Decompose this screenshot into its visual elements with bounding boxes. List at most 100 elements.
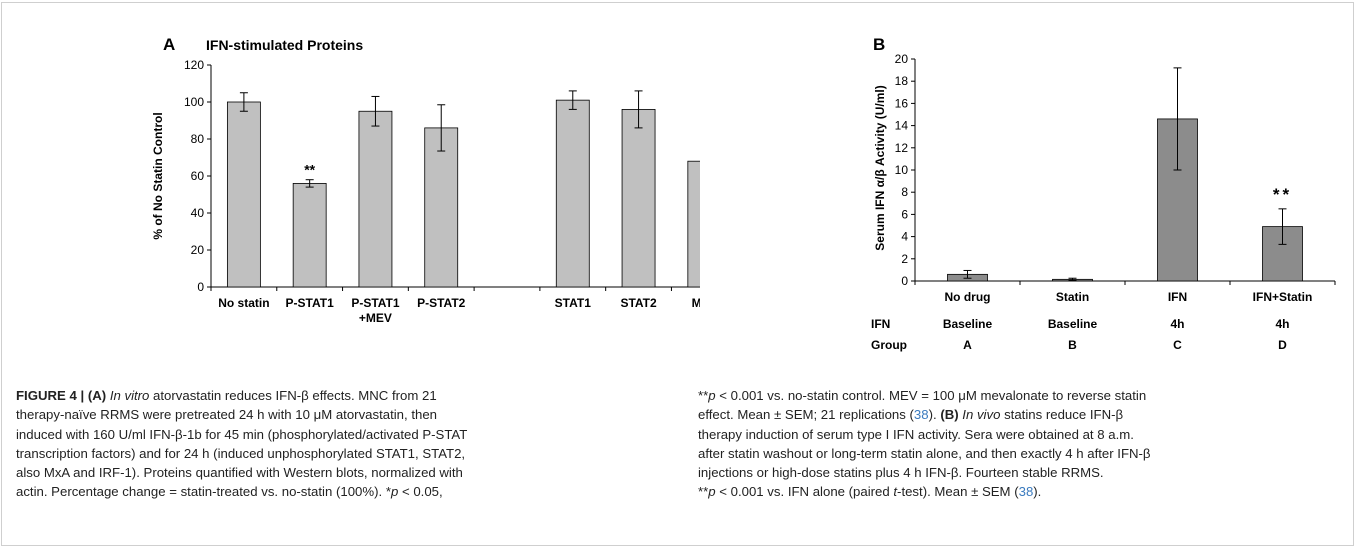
x-tick-label: IFN+Statin <box>1253 290 1313 304</box>
caption-text: < 0.001 vs. IFN alone (paired <box>715 484 894 500</box>
x-tick-label: MxA <box>692 296 700 310</box>
panel-a-bars: **** <box>226 90 700 288</box>
y-tick-label: 14 <box>895 119 909 133</box>
caption-text: p <box>708 484 716 500</box>
caption-text: statins reduce IFN-β <box>1000 407 1124 423</box>
x-tick-label: P-STAT2 <box>417 296 466 310</box>
y-tick-label: 80 <box>191 132 205 146</box>
x-tick-label: IFN <box>1168 290 1187 304</box>
y-tick-label: 120 <box>184 58 204 72</box>
group-label: A <box>963 338 972 352</box>
caption-left-line: transcription factors) and for 24 h (ind… <box>16 444 666 463</box>
y-tick-label: 0 <box>197 280 204 294</box>
x-tick-label: STAT1 <box>555 296 592 310</box>
bar <box>292 182 327 288</box>
x-tick-label: P-STAT1 <box>351 296 400 310</box>
panel-a-title: IFN-stimulated Proteins <box>206 37 363 53</box>
caption-left-line: FIGURE 4 | (A) In vitro atorvastatin red… <box>16 386 666 405</box>
caption-text: therapy-naïve RRMS were pretreated 24 h … <box>16 407 438 423</box>
group-label: B <box>1068 338 1077 352</box>
chart-panel-a: A IFN-stimulated Proteins % of No Statin… <box>151 35 700 325</box>
caption-right-line: effect. Mean ± SEM; 21 replications (38)… <box>698 405 1340 424</box>
y-tick-label: 100 <box>184 95 204 109</box>
caption-text: < 0.05, <box>398 484 443 500</box>
caption-right-column: **p < 0.001 vs. no-statin control. MEV =… <box>698 386 1340 502</box>
caption-left-line: induced with 160 U/ml IFN-β-1b for 45 mi… <box>16 425 666 444</box>
y-tick-label: 8 <box>901 185 908 199</box>
group-label: D <box>1278 338 1287 352</box>
caption-right-line: **p < 0.001 vs. IFN alone (paired t-test… <box>698 482 1340 501</box>
caption-text: t <box>893 484 898 500</box>
caption-left-line: actin. Percentage change = statin-treate… <box>16 482 666 501</box>
caption-left-line: therapy-naïve RRMS were pretreated 24 h … <box>16 405 666 424</box>
y-tick-label: 12 <box>895 141 909 155</box>
ifn-timing-label: 4h <box>1170 317 1184 331</box>
group-label: C <box>1173 338 1182 352</box>
caption-text: In vitro <box>109 388 150 403</box>
panel-b-bars: ** <box>947 67 1303 282</box>
y-tick-label: 20 <box>895 52 909 66</box>
caption-text: ** <box>698 388 709 403</box>
x-tick-label-line2: +MEV <box>359 311 392 325</box>
caption-text: atorvastatin reduces IFN-β effects. MNC … <box>149 388 437 403</box>
x-tick-label: No statin <box>218 296 269 310</box>
reference-link[interactable]: 38 <box>1018 484 1034 500</box>
caption-text: transcription factors) and for 24 h (ind… <box>16 445 466 461</box>
y-tick-label: 4 <box>901 230 908 244</box>
ifn-timing-label: Baseline <box>1048 317 1098 331</box>
caption-text: -test). Mean ± SEM ( <box>897 484 1019 500</box>
y-tick-label: 18 <box>895 74 909 88</box>
panel-a-ylabel: % of No Statin Control <box>151 112 165 239</box>
caption-right-line: injections or high-dose statins plus 4 h… <box>698 463 1340 482</box>
caption-right-line: therapy induction of serum type I IFN ac… <box>698 425 1340 444</box>
y-tick-label: 10 <box>895 163 909 177</box>
caption-text: also MxA and IRF-1). Proteins quantified… <box>16 465 463 481</box>
caption-text: induced with 160 U/ml IFN-β-1b for 45 mi… <box>16 426 468 442</box>
caption-text: after statin washout or long-term statin… <box>698 445 1151 461</box>
panel-b-ylabel: Serum IFN α/β Activity (U/ml) <box>873 85 887 250</box>
bar <box>358 110 393 288</box>
row-label-ifn: IFN <box>871 317 890 331</box>
ifn-timing-label: Baseline <box>943 317 993 331</box>
caption-right-line: after statin washout or long-term statin… <box>698 444 1340 463</box>
caption-text: (B) <box>940 407 963 423</box>
panel-b-letter: B <box>873 35 885 54</box>
caption-text: FIGURE 4 | (A) <box>16 388 110 403</box>
y-tick-label: 20 <box>191 243 205 257</box>
caption-text: therapy induction of serum type I IFN ac… <box>698 426 1134 442</box>
y-tick-label: 6 <box>901 207 908 221</box>
y-tick-label: 2 <box>901 252 908 266</box>
caption-left-line: also MxA and IRF-1). Proteins quantified… <box>16 463 666 482</box>
caption-left-column: FIGURE 4 | (A) In vitro atorvastatin red… <box>16 386 666 502</box>
bar <box>621 109 656 288</box>
bar <box>687 160 700 288</box>
panel-b-tick-labels: No drug Baseline A Statin Baseline B IFN 4h C IFN… <box>943 290 1313 352</box>
y-tick-label: 16 <box>895 96 909 110</box>
x-tick-label: STAT2 <box>620 296 657 310</box>
x-tick-label: Statin <box>1056 290 1089 304</box>
caption-text: p <box>390 484 399 500</box>
y-tick-label: 0 <box>901 274 908 288</box>
reference-link[interactable]: 38 <box>913 407 929 423</box>
row-label-group: Group <box>871 338 907 352</box>
bar <box>226 101 261 288</box>
caption-text: actin. Percentage change = statin-treate… <box>16 484 391 500</box>
caption-text: In vivo <box>962 407 1001 423</box>
caption-text: < 0.001 vs. no-statin control. MEV = 100… <box>715 388 1147 403</box>
caption-text: p <box>708 388 716 403</box>
bar <box>555 99 590 288</box>
y-tick-label: 60 <box>191 169 205 183</box>
caption-text: injections or high-dose statins plus 4 h… <box>698 465 1104 481</box>
ifn-timing-label: 4h <box>1275 317 1289 331</box>
x-tick-label: P-STAT1 <box>286 296 335 310</box>
significance-marker: ** <box>304 162 315 178</box>
caption-text: ** <box>698 484 709 500</box>
chart-panel-b: B Serum IFN α/β Activity (U/ml) 0 2 4 6 8 10 1… <box>871 35 1336 352</box>
caption-right-line: **p < 0.001 vs. no-statin control. MEV =… <box>698 386 1340 405</box>
caption-text: ). <box>1033 484 1042 500</box>
y-tick-label: 40 <box>191 206 205 220</box>
caption-text: effect. Mean ± SEM; 21 replications ( <box>698 407 914 423</box>
bar <box>424 127 459 288</box>
